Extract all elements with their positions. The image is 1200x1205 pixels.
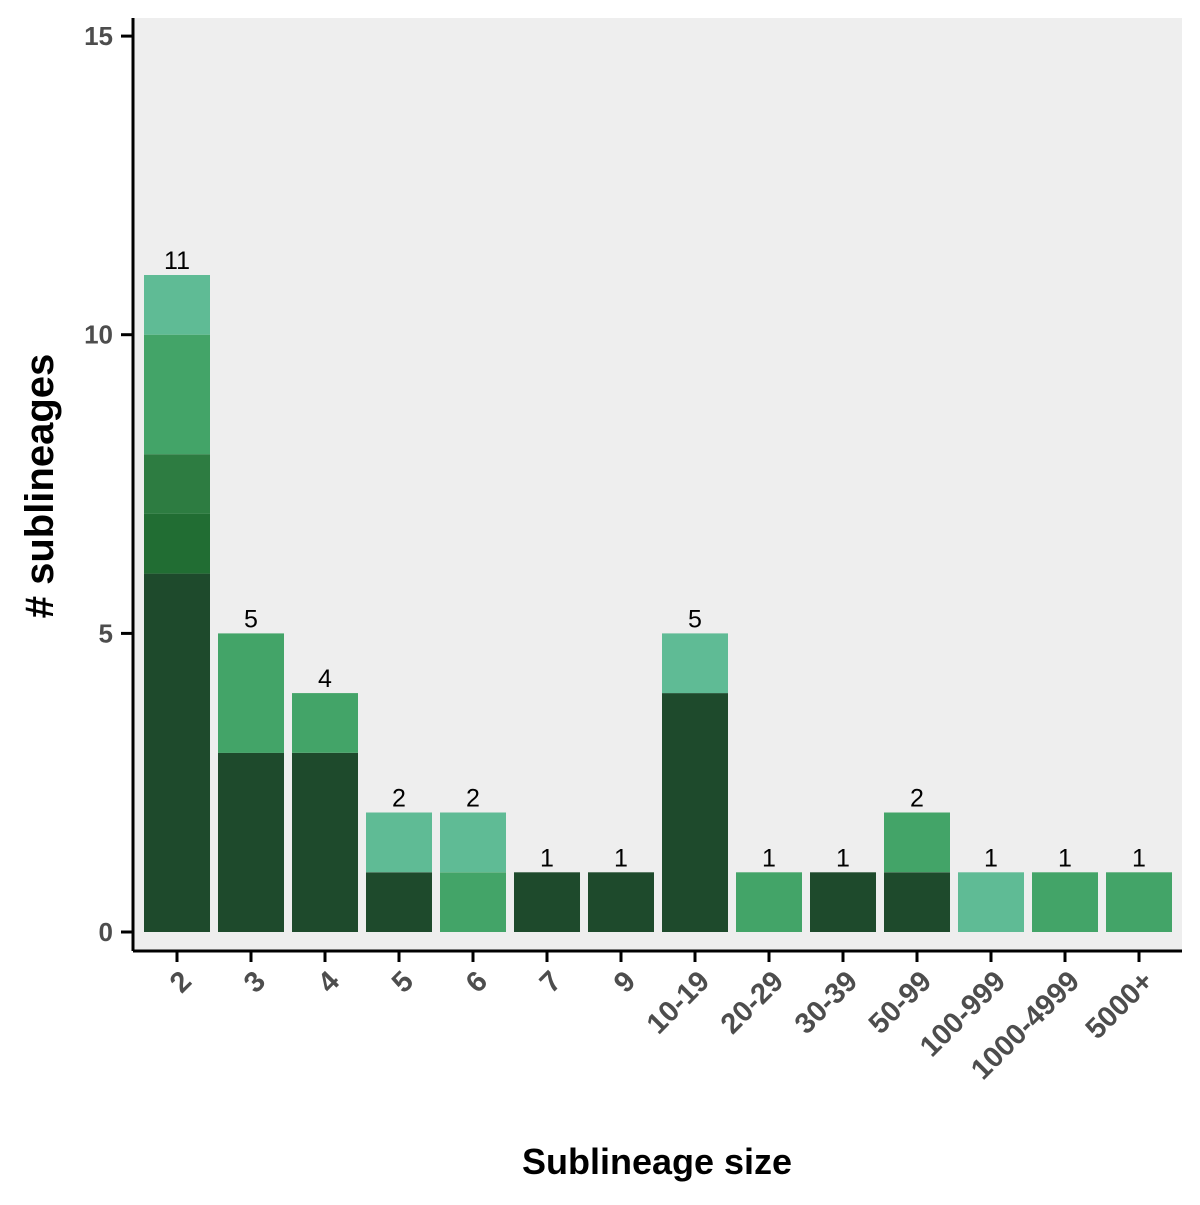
bar-segment-2-s3 <box>144 334 210 455</box>
x-tick-label: 5 <box>386 965 420 999</box>
bar-segment-2-s2 <box>144 454 210 514</box>
bar-segment-10-19-s0 <box>662 693 728 932</box>
x-tick-label: 3 <box>238 965 272 999</box>
bar-segment-9-s0 <box>588 872 654 932</box>
bar-total-label: 5 <box>244 605 258 633</box>
bar-total-label: 11 <box>164 247 190 275</box>
x-axis-title: Sublineage size <box>522 1141 792 1182</box>
x-tick-label: 6 <box>460 965 494 999</box>
bar-total-label: 4 <box>318 665 332 693</box>
x-tick-label: 9 <box>608 965 642 999</box>
bar-segment-20-29-s3 <box>736 872 802 932</box>
bar-segment-1000-4999-s3 <box>1032 872 1098 932</box>
bar-total-label: 1 <box>1058 844 1072 872</box>
bar-segment-5-s4 <box>366 812 432 873</box>
x-tick-label: 5000+ <box>1080 965 1160 1045</box>
bar-segment-100-999-s4 <box>958 872 1024 932</box>
bar-segment-4-s3 <box>292 693 358 753</box>
y-ticks-layer: 0 5 10 15 <box>84 21 133 947</box>
x-tick-label: 30-39 <box>789 965 864 1040</box>
y-tick-label: 15 <box>84 21 113 51</box>
x-tick-label: 10-19 <box>641 965 716 1040</box>
x-tick-label: 4 <box>312 965 346 999</box>
bar-total-label: 1 <box>762 844 776 872</box>
bar-total-label: 1 <box>836 844 850 872</box>
y-axis-title: # sublineages <box>18 354 62 619</box>
x-ticks-layer: 2 3 4 5 6 7 910-1920-2930-3950-99100-9991000-4… <box>164 951 1160 1086</box>
bar-total-label: 2 <box>466 785 480 813</box>
bar-segment-50-99-s0 <box>884 872 950 932</box>
bar-segment-5-s0 <box>366 872 432 932</box>
bar-total-label: 1 <box>540 844 554 872</box>
bar-total-label: 2 <box>392 785 406 813</box>
bar-segment-3-s3 <box>218 633 284 753</box>
bar-segment-3-s0 <box>218 752 284 932</box>
bar-segment-50-99-s3 <box>884 812 950 873</box>
bar-total-label: 1 <box>1132 844 1146 872</box>
bar-segment-2-s1 <box>144 513 210 574</box>
y-tick-label: 0 <box>99 917 113 947</box>
bar-segment-10-19-s4 <box>662 633 728 694</box>
bar-segment-2-s4 <box>144 275 210 335</box>
bar-segment-2-s0 <box>144 573 210 932</box>
bar-total-label: 5 <box>688 605 702 633</box>
bar-segment-7-s0 <box>514 872 580 932</box>
bar-segment-4-s0 <box>292 752 358 932</box>
bar-total-label: 1 <box>614 844 628 872</box>
y-tick-label: 10 <box>84 320 113 350</box>
bar-total-label: 2 <box>910 785 924 813</box>
bar-total-label: 1 <box>984 844 998 872</box>
bar-segment-6-s3 <box>440 872 506 932</box>
x-tick-label: 2 <box>164 965 198 999</box>
y-tick-label: 5 <box>99 618 113 648</box>
bars-layer <box>144 275 1172 932</box>
bar-segment-30-39-s0 <box>810 872 876 932</box>
bar-segment-5000+-s3 <box>1106 872 1172 932</box>
bar-segment-6-s4 <box>440 812 506 873</box>
plot-panel <box>133 18 1182 951</box>
x-tick-label: 20-29 <box>715 965 790 1040</box>
x-tick-label: 7 <box>534 965 568 999</box>
